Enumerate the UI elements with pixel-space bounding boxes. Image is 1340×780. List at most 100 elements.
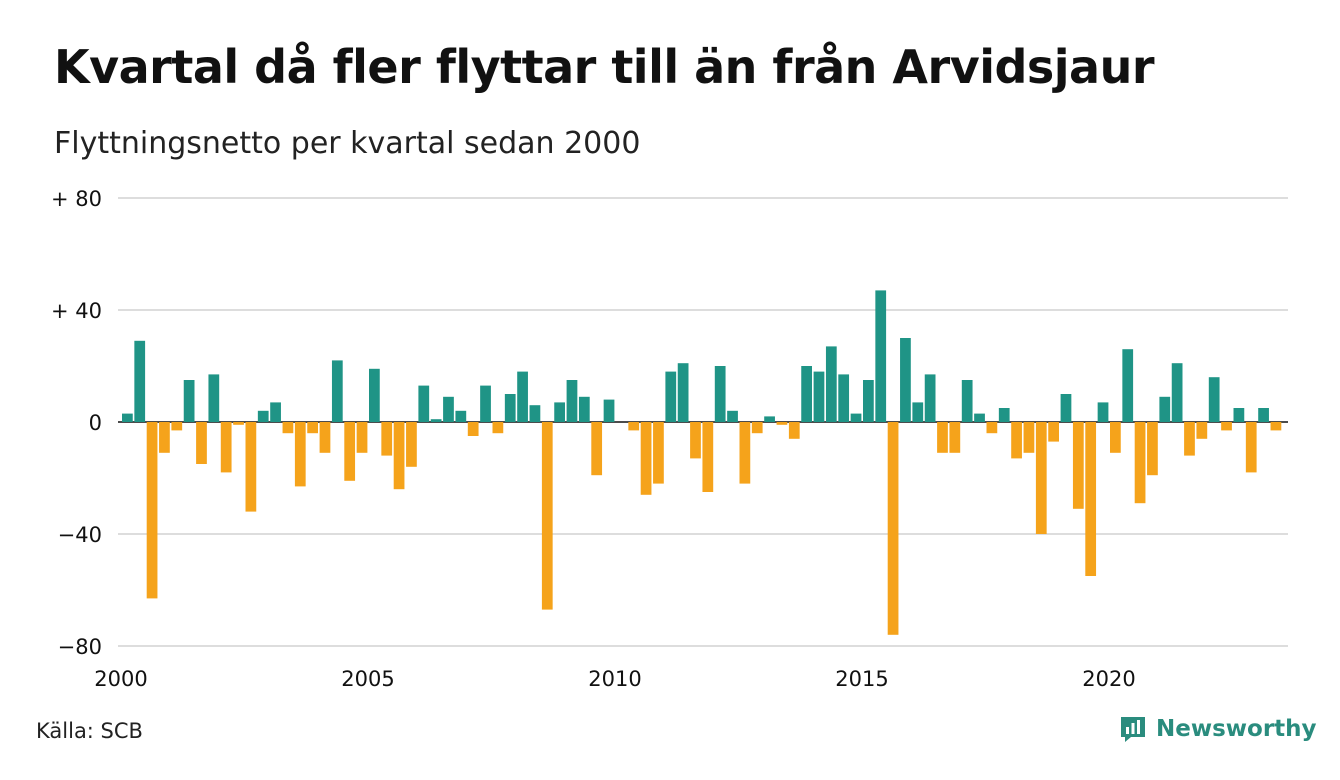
bars [122, 290, 1282, 635]
bar [1023, 422, 1035, 453]
bar [492, 422, 504, 434]
bar [739, 422, 751, 484]
bar [171, 422, 183, 431]
brand: Newsworthy [1118, 714, 1317, 744]
y-tick-label: 0 [89, 411, 102, 435]
source-note: Källa: SCB [36, 719, 143, 743]
bar [233, 422, 244, 425]
bar [393, 422, 405, 490]
bar [146, 422, 158, 599]
bar [702, 422, 714, 492]
bar [1060, 394, 1072, 422]
bar [1110, 422, 1121, 453]
bar [578, 396, 590, 422]
bar [1048, 422, 1059, 442]
bar [517, 371, 528, 422]
bar [900, 338, 911, 422]
bar [282, 422, 294, 434]
bar [331, 360, 343, 422]
bar [480, 385, 491, 422]
bar [801, 366, 812, 422]
bar [467, 422, 479, 436]
bar [875, 290, 887, 422]
y-axis-ticks: + 80 + 40 0 −40 −80 [51, 187, 102, 659]
y-tick-label: + 40 [51, 299, 102, 323]
bar [443, 396, 454, 422]
bar [603, 399, 615, 422]
bar [653, 422, 664, 484]
bar [344, 422, 356, 481]
bar [122, 413, 133, 422]
bar [294, 422, 306, 487]
bar [183, 380, 195, 422]
chart-subtitle: Flyttningsnetto per kvartal sedan 2000 [54, 126, 641, 161]
bar [245, 422, 257, 512]
bar [307, 422, 318, 434]
bar [591, 422, 603, 476]
bar [1011, 422, 1022, 459]
bar [1270, 422, 1282, 431]
bar [714, 366, 726, 422]
bar [912, 402, 924, 422]
bar [727, 410, 738, 422]
bar [788, 422, 800, 439]
bar [159, 422, 170, 453]
bar [1097, 402, 1109, 422]
bar [554, 402, 565, 422]
bar [270, 402, 281, 422]
bar [690, 422, 701, 459]
bar [1085, 422, 1097, 576]
bar [1184, 422, 1195, 456]
bar [1159, 396, 1171, 422]
bar [406, 422, 417, 467]
bar [776, 422, 788, 425]
brand-name: Newsworthy [1156, 716, 1317, 742]
bar [1221, 422, 1232, 431]
y-tick-label: −40 [58, 523, 102, 547]
bar [825, 346, 837, 422]
bar [430, 419, 442, 422]
bar [924, 374, 936, 422]
bar [1171, 363, 1183, 422]
bar [677, 363, 689, 422]
bar [418, 385, 430, 422]
bar [356, 422, 368, 453]
bar [949, 422, 961, 453]
x-axis-ticks: 2000 2005 2010 2015 2020 [94, 667, 1135, 691]
bar [665, 371, 677, 422]
chart-title: Kvartal då fler flyttar till än från Arv… [54, 40, 1155, 94]
bar [1196, 422, 1208, 439]
bar [850, 413, 862, 422]
bar [381, 422, 393, 456]
bar [751, 422, 763, 434]
bar [134, 340, 146, 422]
bar [455, 410, 467, 422]
x-tick-label: 2000 [94, 667, 147, 691]
bar [566, 380, 578, 422]
bar [196, 422, 207, 464]
x-tick-label: 2015 [835, 667, 888, 691]
bar [369, 368, 380, 422]
y-tick-label: −80 [58, 635, 102, 659]
bar [257, 410, 269, 422]
bar [1072, 422, 1084, 509]
bar [640, 422, 652, 495]
newsworthy-logo-icon [1121, 717, 1145, 742]
x-tick-label: 2020 [1082, 667, 1135, 691]
bar [764, 416, 775, 422]
x-tick-label: 2010 [588, 667, 641, 691]
bar [986, 422, 998, 434]
bar [1122, 349, 1134, 422]
bar [838, 374, 850, 422]
bar [319, 422, 331, 453]
bar [628, 422, 640, 431]
x-tick-label: 2005 [341, 667, 394, 691]
bar [863, 380, 874, 422]
bar [504, 394, 516, 422]
y-tick-label: + 80 [51, 187, 102, 211]
bar [1147, 422, 1158, 476]
bar [1035, 422, 1047, 534]
bar [1208, 377, 1220, 422]
bar [998, 408, 1010, 422]
